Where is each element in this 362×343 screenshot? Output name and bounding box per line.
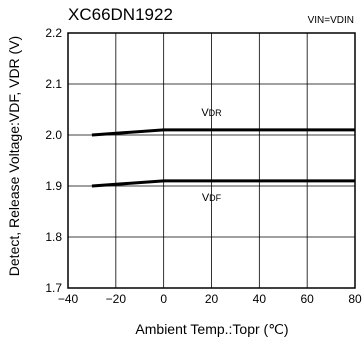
y-axis-label: Detect, Release Voltage:VDF, VDR (V) <box>6 36 22 276</box>
x-ticks: −40 −20 0 20 40 60 80 <box>58 292 362 306</box>
series-line-vdf <box>91 179 355 188</box>
chart-title: XC66DN1922 <box>68 5 173 24</box>
x-tick-label: 0 <box>160 292 167 306</box>
y-tick-label: 2.1 <box>45 77 62 91</box>
x-axis-label: Ambient Temp.:Topr (℃) <box>135 321 288 337</box>
y-tick-label: 1.7 <box>45 281 62 295</box>
series-labels: VDR VDF <box>201 107 222 204</box>
series-line-vdr <box>91 128 355 137</box>
y-tick-label: 1.9 <box>45 179 62 193</box>
x-tick-label: −40 <box>58 292 79 306</box>
series-label-vdf: VDF <box>202 192 222 204</box>
x-tick-label: 20 <box>205 292 219 306</box>
y-tick-label: 2.0 <box>45 128 62 142</box>
series-label-vdr: VDR <box>201 107 222 119</box>
x-tick-label: 40 <box>253 292 267 306</box>
y-ticks: 1.7 1.8 1.9 2.0 2.1 2.2 <box>45 26 62 295</box>
grid <box>68 33 355 288</box>
x-tick-label: 80 <box>348 292 362 306</box>
x-tick-label: −20 <box>106 292 127 306</box>
plot-frame <box>67 32 356 289</box>
series-lines <box>91 128 355 188</box>
x-tick-label: 60 <box>300 292 314 306</box>
y-tick-label: 1.8 <box>45 230 62 244</box>
chart-condition: VIN=VDIN <box>308 15 354 26</box>
y-tick-label: 2.2 <box>45 26 62 40</box>
